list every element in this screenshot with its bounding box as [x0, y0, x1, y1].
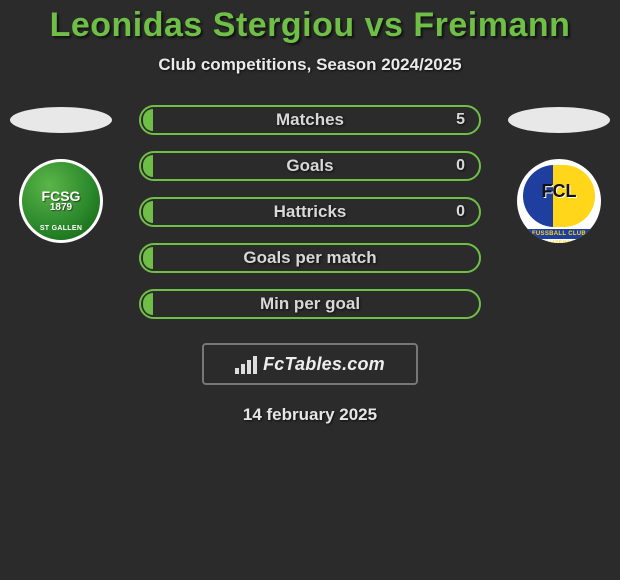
stat-label: Goals: [286, 156, 333, 176]
fcsg-badge: FCSG 1879 ST GALLEN: [19, 159, 103, 243]
stat-value: 0: [456, 157, 465, 175]
left-player-column: FCSG 1879 ST GALLEN: [10, 105, 112, 243]
stat-value: 5: [456, 111, 465, 129]
stat-row-hattricks: Hattricks 0: [139, 197, 481, 227]
page-title: Leonidas Stergiou vs Freimann: [0, 6, 620, 45]
fcsg-short: FCSG: [42, 189, 81, 203]
source-brand[interactable]: FcTables.com: [202, 343, 418, 385]
bars-icon: [235, 354, 257, 374]
fcl-short: FCL: [517, 181, 601, 202]
club-logo-left: FCSG 1879 ST GALLEN: [11, 159, 111, 243]
fcsg-city: ST GALLEN: [40, 225, 82, 232]
fcsg-year: 1879: [50, 203, 72, 213]
stat-fill: [143, 155, 153, 177]
stat-fill: [143, 293, 153, 315]
stat-fill: [143, 109, 153, 131]
right-player-column: FCL FUSSBALL CLUB LUZERN: [508, 105, 610, 243]
stat-row-min-per-goal: Min per goal: [139, 289, 481, 319]
stat-row-goals: Goals 0: [139, 151, 481, 181]
stat-row-matches: Matches 5: [139, 105, 481, 135]
fcl-band: FUSSBALL CLUB LUZERN: [523, 229, 595, 239]
subtitle: Club competitions, Season 2024/2025: [0, 55, 620, 75]
fcl-badge: FCL FUSSBALL CLUB LUZERN: [517, 159, 601, 243]
stat-value: 0: [456, 203, 465, 221]
stat-fill: [143, 201, 153, 223]
player-photo-placeholder-left: [10, 107, 112, 133]
brand-text: FcTables.com: [263, 354, 385, 375]
stat-label: Matches: [276, 110, 344, 130]
stat-label: Hattricks: [274, 202, 347, 222]
player-photo-placeholder-right: [508, 107, 610, 133]
stat-label: Min per goal: [260, 294, 360, 314]
stat-fill: [143, 247, 153, 269]
date-label: 14 february 2025: [0, 405, 620, 425]
stat-row-goals-per-match: Goals per match: [139, 243, 481, 273]
comparison-area: FCSG 1879 ST GALLEN Matches 5 Goals 0 Ha…: [0, 105, 620, 319]
club-logo-right: FCL FUSSBALL CLUB LUZERN: [509, 159, 609, 243]
stats-list: Matches 5 Goals 0 Hattricks 0 Goals per …: [139, 105, 481, 319]
stat-label: Goals per match: [243, 248, 376, 268]
